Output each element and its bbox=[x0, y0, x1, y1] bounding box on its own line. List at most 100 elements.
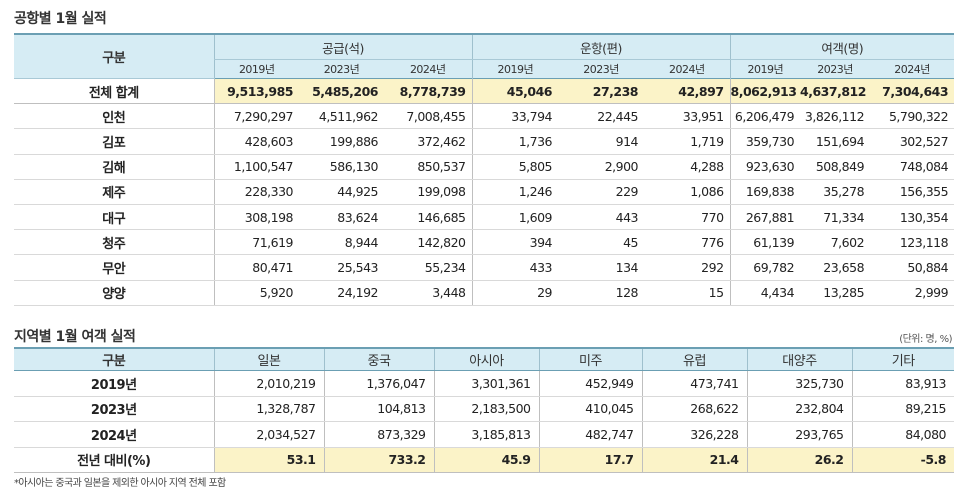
year-header: 2019년 bbox=[471, 59, 559, 79]
table-cell: 2,900 bbox=[558, 154, 645, 180]
table-cell: 452,949 bbox=[538, 370, 642, 397]
region-table-header: 구분 일본 중국 아시아 미주 유럽 대양주 기타 bbox=[14, 347, 954, 371]
table-cell: 508,849 bbox=[800, 154, 871, 180]
year-header: 2023년 bbox=[558, 59, 645, 79]
table-cell: 44,925 bbox=[299, 179, 384, 205]
table-cell: 3,301,361 bbox=[433, 370, 539, 397]
column-header: 미주 bbox=[538, 347, 642, 371]
table-cell: 33,951 bbox=[644, 103, 731, 130]
unit-note: (단위: 명, %) bbox=[899, 334, 952, 345]
table-cell: 22,445 bbox=[558, 103, 645, 130]
table-cell: 45,046 bbox=[471, 78, 559, 105]
table-cell: 2,183,500 bbox=[433, 396, 539, 422]
table-cell: 9,513,985 bbox=[213, 78, 299, 105]
table-cell: 4,434 bbox=[729, 280, 801, 306]
table-cell: 229 bbox=[558, 179, 645, 205]
airport-row: 제주 228,330 44,925 199,098 1,246 229 1,086 169,8… bbox=[14, 179, 955, 205]
table-cell: 146,685 bbox=[384, 204, 473, 231]
table-cell: 169,838 bbox=[729, 179, 801, 205]
table-cell: 1,719 bbox=[644, 128, 731, 155]
table-cell: 4,288 bbox=[644, 154, 731, 180]
table-cell: 359,730 bbox=[729, 128, 801, 155]
table-cell: 55,234 bbox=[384, 254, 473, 281]
row-label: 전년 대비(%) bbox=[14, 447, 214, 473]
table-cell: 7,304,643 bbox=[870, 78, 955, 105]
table-cell: 2,010,219 bbox=[213, 370, 324, 397]
table-cell: 850,537 bbox=[384, 154, 473, 180]
year-header: 2024년 bbox=[384, 59, 473, 79]
column-header: 대양주 bbox=[746, 347, 852, 371]
row-label: 2023년 bbox=[14, 396, 214, 422]
table-cell: 5,790,322 bbox=[870, 103, 955, 130]
table-cell: 7,008,455 bbox=[384, 103, 473, 130]
table-cell: 89,215 bbox=[851, 396, 954, 422]
row-label: 2024년 bbox=[14, 421, 214, 448]
table-cell: 308,198 bbox=[213, 204, 299, 231]
airport-row: 청주 71,619 8,944 142,820 394 45 776 61,139 7,602 1… bbox=[14, 229, 955, 256]
table-cell: 748,084 bbox=[870, 154, 955, 180]
airport-table-header: 구분 공급(석) 운항(편) 여객(명) 2019년 2023년 2024년 2… bbox=[14, 34, 955, 79]
table-cell: 156,355 bbox=[870, 179, 955, 205]
table-cell: 8,778,739 bbox=[384, 78, 473, 105]
table-cell: 914 bbox=[558, 128, 645, 155]
table-cell: 733.2 bbox=[323, 447, 434, 473]
table-cell: 3,185,813 bbox=[433, 421, 539, 448]
row-label: 인천 bbox=[14, 103, 214, 130]
table-cell: 3,826,112 bbox=[800, 103, 871, 130]
airport-row: 대구 308,198 83,624 146,685 1,609 443 770 267,881… bbox=[14, 204, 955, 231]
table-cell: 1,246 bbox=[471, 179, 559, 205]
airport-row: 김포 428,603 199,886 372,462 1,736 914 1,719 359,… bbox=[14, 128, 955, 155]
row-label: 2019년 bbox=[14, 370, 214, 397]
total-row: 전체 합계 9,513,985 5,485,206 8,778,739 45,046 27… bbox=[14, 78, 955, 105]
table-cell: 151,694 bbox=[800, 128, 871, 155]
table-cell: 770 bbox=[644, 204, 731, 231]
row-label: 청주 bbox=[14, 229, 214, 256]
region-passenger-table: 구분 일본 중국 아시아 미주 유럽 대양주 기타 2019년 2,010,219 1,376,… bbox=[14, 347, 954, 473]
table-cell: 84,080 bbox=[851, 421, 954, 448]
table-cell: 586,130 bbox=[299, 154, 384, 180]
table-cell: 61,139 bbox=[729, 229, 801, 256]
year-row: 2019년 2,010,219 1,376,047 3,301,361 452,949 4… bbox=[14, 370, 954, 397]
table-cell: 53.1 bbox=[213, 447, 324, 473]
table-cell: 83,913 bbox=[851, 370, 954, 397]
airport-row: 김해 1,100,547 586,130 850,537 5,805 2,900 4,288… bbox=[14, 154, 955, 180]
table-cell: 5,920 bbox=[213, 280, 299, 306]
table-cell: 134 bbox=[558, 254, 645, 281]
table-cell: 4,637,812 bbox=[800, 78, 871, 105]
group-header-supply: 공급(석) bbox=[213, 34, 473, 60]
row-label: 전체 합계 bbox=[14, 78, 214, 105]
table-cell: 24,192 bbox=[299, 280, 384, 306]
table-cell: 15 bbox=[644, 280, 731, 306]
table-cell: 13,285 bbox=[800, 280, 871, 306]
table-cell: 21.4 bbox=[641, 447, 747, 473]
table-cell: 7,602 bbox=[800, 229, 871, 256]
year-row: 2024년 2,034,527 873,329 3,185,813 482,747 326… bbox=[14, 421, 954, 448]
table-cell: 232,804 bbox=[746, 396, 852, 422]
corner-label: 구분 bbox=[14, 34, 214, 79]
table-cell: 2,034,527 bbox=[213, 421, 324, 448]
region-table-body: 2019년 2,010,219 1,376,047 3,301,361 452,949 4… bbox=[14, 370, 954, 473]
table-cell: 8,062,913 bbox=[729, 78, 801, 105]
table-cell: 923,630 bbox=[729, 154, 801, 180]
corner-label: 구분 bbox=[14, 347, 214, 371]
table-cell: 123,118 bbox=[870, 229, 955, 256]
row-label: 김포 bbox=[14, 128, 214, 155]
table-cell: 1,736 bbox=[471, 128, 559, 155]
table-cell: 104,813 bbox=[323, 396, 434, 422]
year-header: 2023년 bbox=[299, 59, 384, 79]
airport-row: 인천 7,290,297 4,511,962 7,008,455 33,794 22,44… bbox=[14, 103, 955, 130]
year-header: 2024년 bbox=[870, 59, 955, 79]
table-cell: 292 bbox=[644, 254, 731, 281]
table-cell: 473,741 bbox=[641, 370, 747, 397]
table-cell: 42,897 bbox=[644, 78, 731, 105]
table-cell: 326,228 bbox=[641, 421, 747, 448]
year-row: 2023년 1,328,787 104,813 2,183,500 410,045 268… bbox=[14, 396, 954, 422]
table-cell: 50,884 bbox=[870, 254, 955, 281]
table-cell: 8,944 bbox=[299, 229, 384, 256]
table-cell: -5.8 bbox=[851, 447, 954, 473]
table-cell: 35,278 bbox=[800, 179, 871, 205]
row-label: 무안 bbox=[14, 254, 214, 281]
column-header: 중국 bbox=[323, 347, 434, 371]
table-cell: 33,794 bbox=[471, 103, 559, 130]
